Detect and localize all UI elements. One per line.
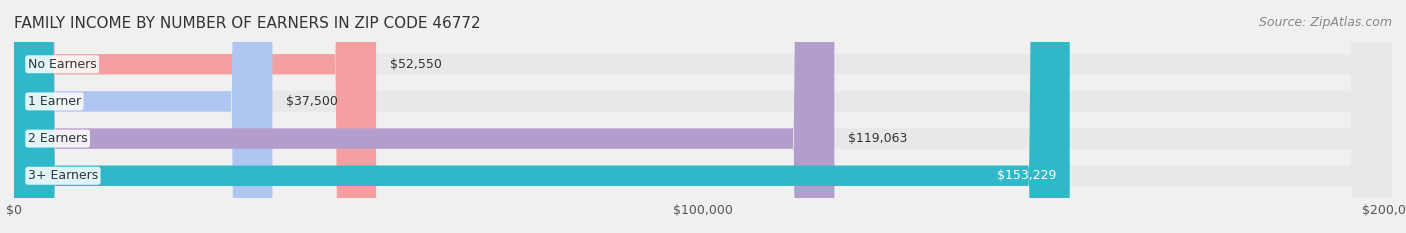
Text: $153,229: $153,229: [997, 169, 1056, 182]
Text: 2 Earners: 2 Earners: [28, 132, 87, 145]
FancyBboxPatch shape: [14, 0, 1392, 233]
FancyBboxPatch shape: [14, 0, 1392, 233]
Text: $37,500: $37,500: [287, 95, 337, 108]
FancyBboxPatch shape: [14, 0, 1070, 233]
Text: $119,063: $119,063: [848, 132, 907, 145]
FancyBboxPatch shape: [14, 0, 834, 233]
FancyBboxPatch shape: [14, 0, 273, 233]
FancyBboxPatch shape: [14, 0, 375, 233]
Text: FAMILY INCOME BY NUMBER OF EARNERS IN ZIP CODE 46772: FAMILY INCOME BY NUMBER OF EARNERS IN ZI…: [14, 16, 481, 31]
FancyBboxPatch shape: [14, 0, 1392, 233]
Text: No Earners: No Earners: [28, 58, 97, 71]
Text: Source: ZipAtlas.com: Source: ZipAtlas.com: [1258, 16, 1392, 29]
Text: 3+ Earners: 3+ Earners: [28, 169, 98, 182]
Text: $52,550: $52,550: [389, 58, 441, 71]
Text: 1 Earner: 1 Earner: [28, 95, 82, 108]
FancyBboxPatch shape: [14, 0, 1392, 233]
